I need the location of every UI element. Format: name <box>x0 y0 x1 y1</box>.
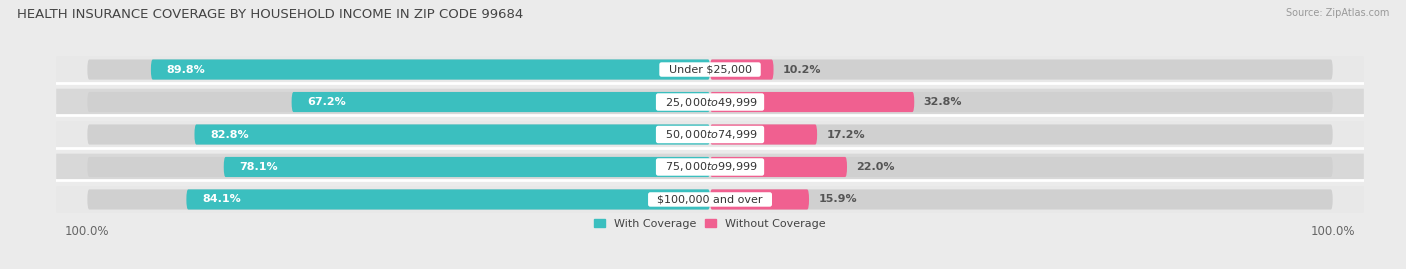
Text: 84.1%: 84.1% <box>202 194 240 204</box>
Text: Source: ZipAtlas.com: Source: ZipAtlas.com <box>1285 8 1389 18</box>
FancyBboxPatch shape <box>710 92 1333 112</box>
FancyBboxPatch shape <box>710 157 1333 177</box>
FancyBboxPatch shape <box>56 56 1364 83</box>
FancyBboxPatch shape <box>291 92 710 112</box>
FancyBboxPatch shape <box>87 92 710 112</box>
FancyBboxPatch shape <box>56 121 1364 148</box>
Text: HEALTH INSURANCE COVERAGE BY HOUSEHOLD INCOME IN ZIP CODE 99684: HEALTH INSURANCE COVERAGE BY HOUSEHOLD I… <box>17 8 523 21</box>
Text: $100,000 and over: $100,000 and over <box>651 194 769 204</box>
Legend: With Coverage, Without Coverage: With Coverage, Without Coverage <box>595 219 825 229</box>
FancyBboxPatch shape <box>224 157 710 177</box>
FancyBboxPatch shape <box>710 125 817 144</box>
FancyBboxPatch shape <box>56 89 1364 115</box>
FancyBboxPatch shape <box>87 125 710 144</box>
Text: $75,000 to $99,999: $75,000 to $99,999 <box>658 161 762 174</box>
Text: Under $25,000: Under $25,000 <box>662 65 758 75</box>
FancyBboxPatch shape <box>87 157 710 177</box>
FancyBboxPatch shape <box>710 92 914 112</box>
FancyBboxPatch shape <box>187 189 710 210</box>
FancyBboxPatch shape <box>56 154 1364 180</box>
FancyBboxPatch shape <box>150 59 710 80</box>
Text: 15.9%: 15.9% <box>818 194 858 204</box>
Text: 67.2%: 67.2% <box>307 97 346 107</box>
Text: 17.2%: 17.2% <box>827 129 865 140</box>
FancyBboxPatch shape <box>710 125 1333 144</box>
Text: 32.8%: 32.8% <box>924 97 962 107</box>
FancyBboxPatch shape <box>56 186 1364 213</box>
Text: 82.8%: 82.8% <box>209 129 249 140</box>
FancyBboxPatch shape <box>710 157 846 177</box>
FancyBboxPatch shape <box>194 125 710 144</box>
FancyBboxPatch shape <box>710 189 1333 210</box>
Text: $50,000 to $74,999: $50,000 to $74,999 <box>658 128 762 141</box>
FancyBboxPatch shape <box>87 189 710 210</box>
FancyBboxPatch shape <box>710 59 773 80</box>
Text: 78.1%: 78.1% <box>239 162 278 172</box>
Text: 89.8%: 89.8% <box>166 65 205 75</box>
Text: 22.0%: 22.0% <box>856 162 894 172</box>
Text: $25,000 to $49,999: $25,000 to $49,999 <box>658 95 762 108</box>
Text: 10.2%: 10.2% <box>783 65 821 75</box>
FancyBboxPatch shape <box>710 59 1333 80</box>
FancyBboxPatch shape <box>710 189 808 210</box>
FancyBboxPatch shape <box>87 59 710 80</box>
